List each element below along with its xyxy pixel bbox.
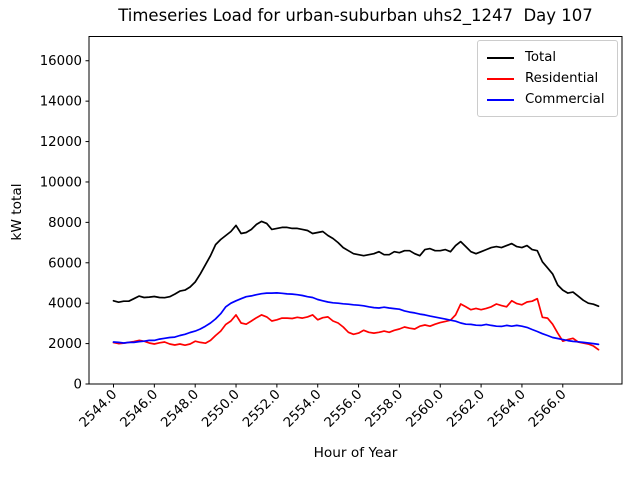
x-tick-label: 2550.0: [199, 387, 243, 431]
y-tick-label: 2000: [48, 337, 82, 352]
y-tick-label: 16000: [40, 54, 82, 69]
chart-title: Timeseries Load for urban-suburban uhs2_…: [118, 6, 593, 25]
y-tick-label: 6000: [48, 256, 82, 271]
y-tick-label: 4000: [48, 297, 82, 312]
series-line-commercial: [112, 292, 600, 346]
x-axis-label: Hour of Year: [313, 445, 398, 461]
legend-entry-residential: Residential: [487, 68, 609, 89]
x-tick-label: 2566.0: [526, 387, 570, 431]
y-tick-label: 10000: [40, 175, 82, 190]
axes-spines: [88, 36, 623, 385]
legend-entry-total: Total: [487, 47, 609, 68]
legend-label-residential: Residential: [525, 71, 599, 86]
residential-line-swatch: [487, 77, 514, 80]
y-tick-label: 0: [74, 378, 82, 393]
legend: Total Residential Commercial: [477, 40, 618, 117]
x-tick-label: 2560.0: [404, 387, 448, 431]
legend-entry-commercial: Commercial: [487, 89, 609, 110]
legend-label-commercial: Commercial: [525, 92, 605, 107]
x-tick-label: 2546.0: [118, 387, 162, 431]
total-line-swatch: [487, 56, 514, 59]
series-line-total: [112, 220, 600, 308]
x-tick-label: 2562.0: [444, 387, 488, 431]
y-tick-label: 14000: [40, 95, 82, 110]
series-line-residential: [112, 297, 600, 351]
x-tick-label: 2552.0: [240, 387, 284, 431]
x-tick-label: 2554.0: [281, 387, 325, 431]
commercial-line-swatch: [487, 98, 514, 101]
y-tick-label: 8000: [48, 216, 82, 231]
x-tick-label: 2544.0: [77, 387, 121, 431]
x-tick-label: 2556.0: [322, 387, 366, 431]
x-tick-label: 2548.0: [159, 387, 203, 431]
x-tick-label: 2564.0: [485, 387, 529, 431]
y-axis-label: kW total: [9, 183, 25, 241]
y-tick-label: 12000: [40, 135, 82, 150]
legend-label-total: Total: [525, 50, 557, 65]
x-tick-label: 2558.0: [363, 387, 407, 431]
